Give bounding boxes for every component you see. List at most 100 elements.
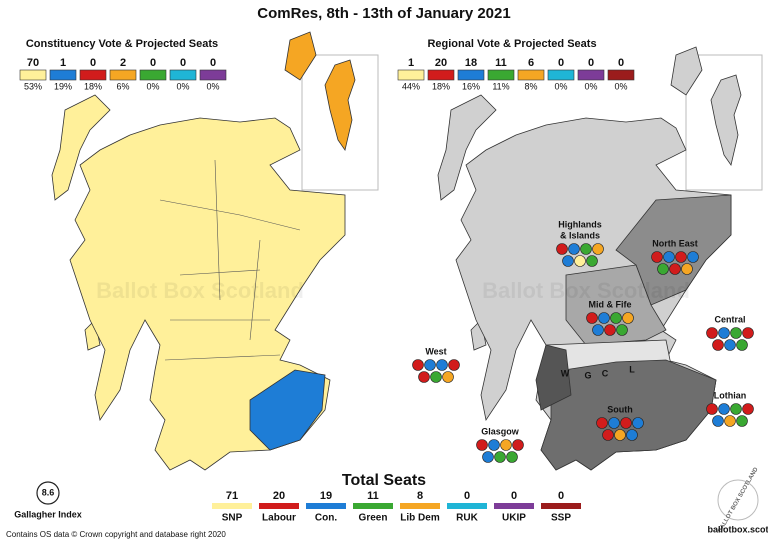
vote-share: 44%	[402, 81, 420, 91]
seat-count: 0	[150, 57, 156, 69]
seat-dot	[706, 327, 718, 339]
party-label: RUK	[456, 513, 478, 524]
seat-dot	[500, 439, 512, 451]
seat-dot	[424, 359, 436, 371]
constituency-map	[51, 31, 379, 471]
seat-count: 18	[465, 57, 477, 69]
seat-count: 0	[558, 57, 564, 69]
site: ballotbox.scot	[707, 524, 768, 534]
seat-dot	[724, 339, 736, 351]
seat-dot	[596, 417, 608, 429]
swatch	[19, 69, 47, 81]
seat-dot	[718, 403, 730, 415]
swatch	[79, 69, 107, 81]
seat-dot	[681, 263, 693, 275]
seat-dot	[430, 371, 442, 383]
seat-dot	[620, 417, 632, 429]
region-label: & Islands	[560, 230, 600, 240]
total-value: 20	[273, 490, 285, 502]
logo-ring	[717, 479, 759, 521]
party-label: Lib Dem	[400, 513, 440, 524]
seat-dot	[632, 417, 644, 429]
seat-dot	[482, 451, 494, 463]
swatch	[49, 69, 77, 81]
total-value: 0	[464, 490, 470, 502]
seat-dot	[476, 439, 488, 451]
mid-fife	[565, 264, 667, 346]
seat-count: 1	[60, 57, 66, 69]
seat-dot	[742, 327, 754, 339]
seat-dot	[604, 324, 616, 336]
legend-title: Regional Vote & Projected Seats	[427, 38, 596, 50]
seat-count: 0	[210, 57, 216, 69]
seat-dot	[712, 339, 724, 351]
regional-map	[437, 46, 763, 471]
seat-count: 0	[588, 57, 594, 69]
total-value: 19	[320, 490, 332, 502]
totals-title: Total Seats	[342, 472, 426, 489]
total-swatch	[447, 503, 487, 509]
seat-dot	[442, 371, 454, 383]
vote-share: 0%	[206, 81, 219, 91]
vote-share: 53%	[24, 81, 42, 91]
seat-dot	[512, 439, 524, 451]
total-value: 71	[226, 490, 238, 502]
total-value: 0	[511, 490, 517, 502]
seat-dot	[706, 403, 718, 415]
seat-count: 11	[495, 57, 507, 69]
seat-dot	[675, 251, 687, 263]
north-east	[615, 194, 732, 306]
seat-dot	[663, 251, 675, 263]
seat-dot	[592, 243, 604, 255]
seat-dot	[626, 429, 638, 441]
map-letter: G	[584, 370, 591, 380]
map-letter: C	[602, 368, 609, 378]
vote-share: 11%	[492, 81, 509, 91]
seat-dot	[580, 243, 592, 255]
total-swatch	[494, 503, 534, 509]
gallagher-label: Gallagher Index	[14, 509, 82, 519]
map-letter: W	[561, 368, 570, 378]
total-swatch	[212, 503, 252, 509]
seat-dot	[574, 255, 586, 267]
seat-dot	[562, 255, 574, 267]
seat-dot	[730, 327, 742, 339]
party-label: SNP	[222, 513, 243, 524]
seat-dot	[506, 451, 518, 463]
party-label: Labour	[262, 513, 296, 524]
seat-dot	[586, 255, 598, 267]
seat-dot	[614, 429, 626, 441]
seat-dot	[586, 312, 598, 324]
region-label: Central	[714, 314, 745, 324]
party-label: SSP	[551, 513, 571, 524]
seat-dot	[556, 243, 568, 255]
boundaries	[159, 159, 301, 361]
swatch	[457, 69, 485, 81]
vote-share: 6%	[116, 81, 129, 91]
seat-count: 1	[408, 57, 414, 69]
map-letter: L	[629, 364, 635, 374]
seat-dot	[724, 415, 736, 427]
watermark: Ballot Box Scotland	[96, 278, 304, 303]
region-label: Highlands	[558, 219, 602, 229]
seat-dot	[712, 415, 724, 427]
swatch	[577, 69, 605, 81]
seat-dot	[718, 327, 730, 339]
party-label: UKIP	[502, 513, 526, 524]
swatch	[139, 69, 167, 81]
seat-dot	[730, 403, 742, 415]
seat-dot	[687, 251, 699, 263]
total-value: 8	[417, 490, 423, 502]
region-label: Glasgow	[481, 426, 520, 436]
legend-title: Constituency Vote & Projected Seats	[26, 38, 218, 50]
region-label: North East	[652, 238, 698, 248]
seat-count: 0	[180, 57, 186, 69]
seat-dot	[651, 251, 663, 263]
vote-share: 19%	[54, 81, 72, 91]
seat-dot	[488, 439, 500, 451]
total-swatch	[353, 503, 393, 509]
region-label: South	[607, 404, 633, 414]
vote-share: 0%	[614, 81, 627, 91]
seat-count: 6	[528, 57, 534, 69]
seat-count: 20	[435, 57, 447, 69]
